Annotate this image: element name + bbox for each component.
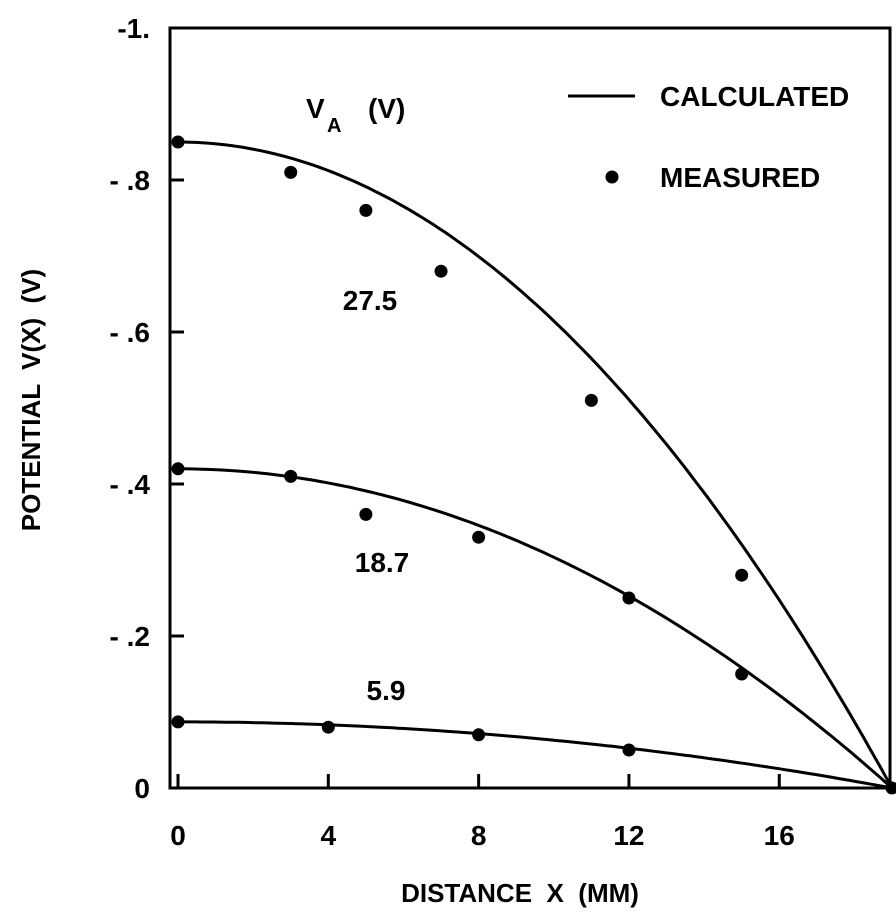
measured-point — [622, 591, 636, 605]
x-tick-label: 12 — [613, 820, 644, 851]
measured-point — [434, 264, 448, 278]
series-18.7: 18.7 — [171, 462, 893, 790]
measured-point — [472, 530, 486, 544]
legend-dot-sample — [605, 170, 619, 184]
legend-label-calculated: CALCULATED — [660, 81, 849, 112]
x-tick-label: 0 — [170, 820, 186, 851]
x-tick-label: 4 — [321, 820, 337, 851]
calculated-curve — [178, 720, 893, 790]
measured-point — [359, 203, 373, 217]
series-label: 27.5 — [343, 285, 398, 316]
series-27.5: 27.5 — [171, 135, 896, 795]
measured-point — [359, 507, 373, 521]
y-tick-label: 0 — [134, 773, 150, 804]
series-5.9: 5.9 — [171, 675, 893, 790]
x-axis-label: DISTANCE X (MM) — [401, 878, 639, 908]
series-layer: 27.5 18.7 5.9 — [171, 135, 896, 795]
x-tick-label: 8 — [471, 820, 487, 851]
series-header-symbol: V — [306, 93, 325, 124]
measured-point — [284, 165, 298, 179]
series-label: 18.7 — [355, 547, 410, 578]
measured-point — [321, 720, 335, 734]
y-axis-label: POTENTIAL V(X) (V) — [16, 269, 46, 531]
calculated-curve — [178, 467, 893, 790]
plot-frame — [168, 26, 892, 790]
measured-point — [472, 728, 486, 742]
measured-point — [735, 568, 749, 582]
legend-label-measured: MEASURED — [660, 162, 820, 193]
series-header-subscript: A — [327, 115, 341, 137]
y-tick-label: - .4 — [110, 469, 151, 500]
measured-point — [171, 462, 185, 476]
measured-point — [584, 393, 598, 407]
legend: CALCULATED MEASURED — [568, 81, 849, 193]
measured-point — [735, 667, 749, 681]
measured-point — [171, 715, 185, 729]
y-tick-label: - .2 — [110, 621, 150, 652]
series-header: V A (V) — [306, 93, 405, 137]
measured-point — [171, 135, 185, 149]
y-tick-label: - .6 — [110, 317, 150, 348]
x-tick-label: 16 — [764, 820, 795, 851]
x-axis-ticks: 0 4 8 12 16 — [170, 774, 795, 851]
y-tick-label: -1. — [117, 13, 150, 44]
calculated-curve — [178, 140, 894, 789]
series-header-unit: (V) — [368, 93, 405, 124]
y-axis-ticks: 0 - .2 - .4 - .6 - .8 -1. — [110, 13, 184, 804]
measured-point — [622, 743, 636, 757]
series-label: 5.9 — [367, 675, 406, 706]
measured-point — [284, 469, 298, 483]
y-tick-label: - .8 — [110, 165, 150, 196]
